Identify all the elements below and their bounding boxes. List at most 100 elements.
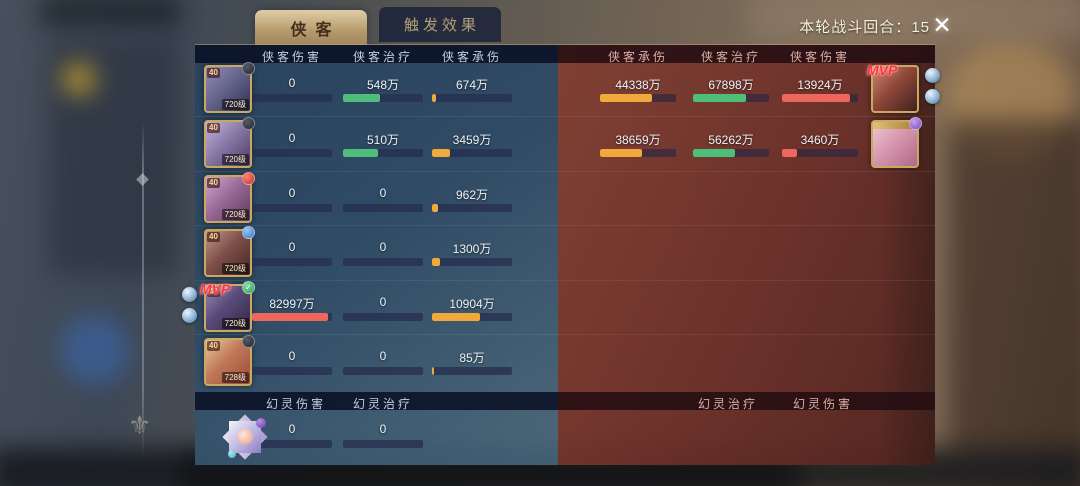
left-row1-col2-value: 548万: [366, 78, 400, 92]
close-icon[interactable]: ✕: [932, 11, 952, 38]
left-row2-col3-value: 3459万: [452, 133, 492, 147]
row-separator: [195, 225, 558, 226]
left-row4-col2-value: 0: [379, 240, 387, 254]
left-row5-col2-bar: [343, 313, 423, 321]
col-ally-healing: 侠客治疗: [352, 50, 414, 64]
level-badge: 720级: [221, 99, 249, 110]
orb-icon[interactable]: [182, 287, 197, 302]
rank-badge: 40: [207, 341, 220, 351]
background-blur-shape: [62, 62, 96, 96]
left-hero-avatar-4[interactable]: 40 720级: [204, 226, 255, 277]
left-row4-col3-bar: [432, 258, 512, 266]
dark-status-icon: [242, 335, 255, 348]
left-row6-col3-bar-fill: [432, 367, 434, 375]
col-enemy-pet-healing: 幻灵治疗: [697, 397, 759, 411]
row-separator: [195, 280, 558, 281]
row-separator: [195, 116, 558, 117]
level-badge: 720级: [221, 154, 249, 165]
left-row2-col2-bar: [343, 149, 423, 157]
pet-purple-dot: [256, 418, 266, 428]
right-row2-col2-bar-fill: [693, 149, 735, 157]
left-row3-col2-bar: [343, 204, 423, 212]
orb-icon[interactable]: [182, 308, 197, 323]
background-blur-shape: [40, 0, 180, 28]
row-separator: [195, 171, 558, 172]
left-row1-col2-bar-fill: [343, 94, 380, 102]
pet-row-col2-bar: [343, 440, 423, 448]
pet-row-col2-value: 0: [379, 422, 387, 436]
right-row2-col2-bar: [693, 149, 769, 157]
mvp-badge: MVP: [867, 62, 898, 78]
rank-badge: 40: [207, 178, 220, 188]
left-row5-col1-bar: [252, 313, 332, 321]
col-enemy-damage: 侠客伤害: [789, 50, 851, 64]
right-row2-col3-value: 3460万: [800, 133, 840, 147]
left-hero-avatar-3[interactable]: 40 720级: [204, 172, 255, 223]
left-row6-col1-bar: [252, 367, 332, 375]
left-row3-col3-value: 962万: [455, 188, 489, 202]
right-row2-col1-value: 38659万: [615, 133, 661, 147]
right-row2-col1-bar-fill: [600, 149, 642, 157]
left-row4-col3-value: 1300万: [452, 242, 492, 256]
pet-blue-dot: [228, 450, 236, 458]
left-row5-col3-bar-fill: [432, 313, 480, 321]
left-row5-col3-value: 10904万: [449, 297, 495, 311]
enemy-header-strip: [558, 45, 935, 63]
red-status-icon: [242, 172, 255, 185]
right-hero-avatar-1[interactable]: [871, 65, 919, 113]
tab-trigger-effects[interactable]: 触发效果: [379, 7, 501, 42]
left-row5-col2-value: 0: [379, 295, 387, 309]
dark-status-icon: [242, 62, 255, 75]
left-row1-col3-value: 674万: [455, 78, 489, 92]
left-row1-col1-value: 0: [288, 76, 296, 90]
battle-round-counter: 本轮战斗回合：15: [725, 16, 930, 37]
right-row2-col1-bar: [600, 149, 676, 157]
left-row6-col2-bar: [343, 367, 423, 375]
nameplate-strip: [873, 122, 917, 129]
right-row1-col3-value: 13924万: [797, 78, 843, 92]
pet-avatar[interactable]: [222, 414, 268, 460]
right-row2-col3-bar: [782, 149, 858, 157]
left-row1-col3-bar-fill: [432, 94, 436, 102]
level-badge: 728级: [221, 372, 249, 383]
left-row4-col2-bar: [343, 258, 423, 266]
left-row6-col2-value: 0: [379, 349, 387, 363]
rank-badge: 40: [207, 232, 220, 242]
tab-heroes[interactable]: 侠客: [255, 10, 367, 45]
left-row3-col2-value: 0: [379, 186, 387, 200]
row-separator: [558, 334, 935, 335]
ally-header-strip: [195, 45, 558, 63]
mvp-badge: MVP: [200, 281, 231, 297]
dark-status-icon: [242, 117, 255, 130]
right-row1-col1-bar-fill: [600, 94, 652, 102]
right-row1-col2-bar-fill: [693, 94, 747, 102]
left-hero-avatar-2[interactable]: 40 720级: [204, 117, 255, 168]
right-hero-avatar-2[interactable]: [871, 117, 922, 168]
col-pet-damage: 幻灵伤害: [265, 397, 327, 411]
left-hero-avatar-1[interactable]: 40 720级: [204, 62, 255, 113]
col-enemy-pet-damage: 幻灵伤害: [792, 397, 854, 411]
right-row2-col2-value: 56262万: [708, 133, 754, 147]
orb-icon[interactable]: [925, 68, 940, 83]
left-row4-col1-value: 0: [288, 240, 296, 254]
purple-status-icon: [909, 117, 922, 130]
left-hero-avatar-6[interactable]: 40 728级: [204, 335, 255, 386]
background-blur-shape: [750, 0, 1080, 40]
left-row6-col3-value: 85万: [459, 351, 485, 365]
col-enemy-healing: 侠客治疗: [700, 50, 762, 64]
green-status-icon: ✓: [242, 281, 255, 294]
left-row1-col2-bar: [343, 94, 423, 102]
background-blur-shape: [60, 315, 130, 385]
left-row4-col3-bar-fill: [432, 258, 440, 266]
left-row6-col1-value: 0: [288, 349, 296, 363]
col-enemy-damage-taken: 侠客承伤: [607, 50, 669, 64]
left-row3-col1-value: 0: [288, 186, 296, 200]
right-row1-col3-bar-fill: [782, 94, 851, 102]
left-row5-col1-bar-fill: [252, 313, 328, 321]
left-row3-col3-bar: [432, 204, 512, 212]
row-separator: [558, 280, 935, 281]
orb-icon[interactable]: [925, 89, 940, 104]
row-separator: [558, 171, 935, 172]
left-hero-avatar-5[interactable]: 40 720级 ✓: [204, 281, 255, 332]
